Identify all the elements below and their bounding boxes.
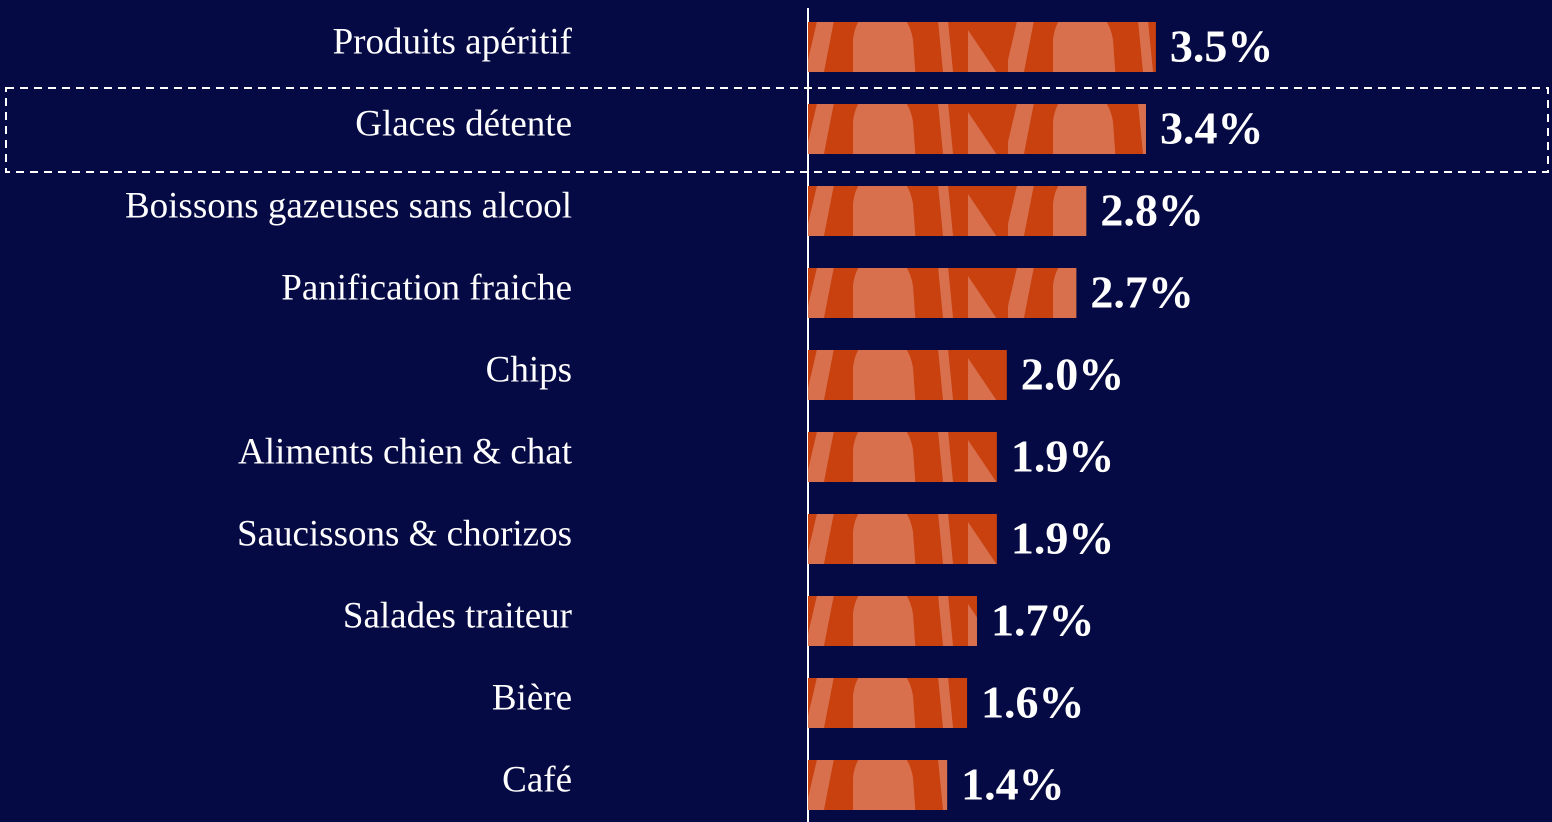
bar — [808, 22, 1156, 72]
highlight-box — [5, 87, 1549, 173]
category-label: Glaces détente — [355, 103, 572, 144]
value-label: 1.6% — [981, 677, 1085, 728]
value-label: 3.4% — [1160, 103, 1264, 154]
value-label: 1.9% — [1011, 513, 1115, 564]
value-label: 2.8% — [1100, 185, 1204, 236]
value-label: 1.9% — [1011, 431, 1115, 482]
category-label: Boissons gazeuses sans alcool — [125, 185, 572, 226]
value-label: 1.4% — [961, 759, 1064, 810]
category-label: Panification fraiche — [281, 267, 572, 308]
value-label: 3.5% — [1170, 21, 1274, 72]
bar — [808, 432, 997, 482]
value-label: 2.0% — [1021, 349, 1125, 400]
bar — [808, 268, 1077, 318]
value-label: 2.7% — [1090, 267, 1194, 318]
bar — [808, 514, 997, 564]
category-label: Saucissons & chorizos — [237, 513, 572, 554]
category-label: Aliments chien & chat — [238, 431, 573, 472]
bar — [808, 104, 1146, 154]
category-label: Chips — [486, 349, 572, 390]
category-label: Salades traiteur — [343, 595, 572, 636]
category-label: Bière — [492, 677, 572, 718]
category-label: Produits apéritif — [333, 21, 573, 62]
bar — [808, 186, 1087, 236]
value-label: 1.7% — [991, 595, 1095, 646]
bar — [808, 760, 948, 810]
bar — [808, 350, 1007, 400]
bar — [808, 596, 977, 646]
bars: Produits apéritif 3.5% Glaces détente 3.4% B… — [125, 21, 1273, 810]
category-label: Café — [502, 759, 572, 800]
bar — [808, 678, 968, 728]
